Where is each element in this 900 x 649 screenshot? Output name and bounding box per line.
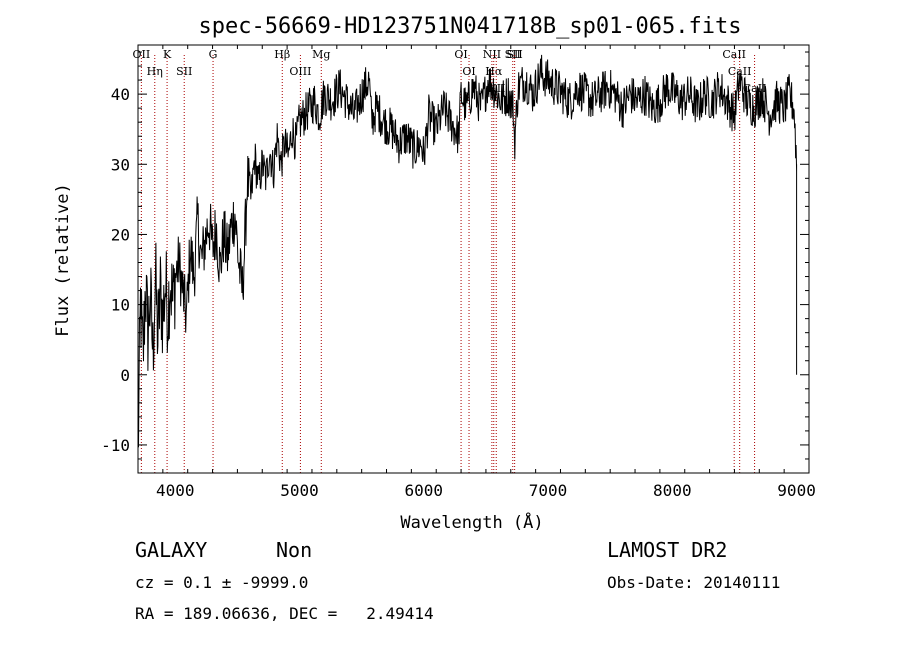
y-tick-label: 30	[111, 155, 130, 174]
line-marker-label: K	[163, 48, 172, 61]
y-axis-ticks: -10 0 10 20 30 40	[101, 51, 809, 474]
line-marker-label: NII	[483, 48, 501, 61]
x-tick-label: 4000	[156, 481, 195, 500]
line-marker-label: Mg	[312, 48, 330, 61]
line-marker-label: Hα	[485, 65, 503, 78]
y-tick-label: 20	[111, 225, 130, 244]
object-subclass: Non	[276, 538, 313, 562]
spectrum-curve-group	[137, 54, 798, 448]
line-marker-label: Hη	[147, 65, 163, 78]
line-marker-label: SII	[507, 48, 523, 61]
x-axis-ticks: 4000 5000 6000 7000 8000 9000	[137, 45, 816, 500]
object-class: GALAXY	[135, 538, 208, 562]
x-tick-label: 7000	[529, 481, 568, 500]
line-marker-label: SII	[505, 48, 521, 61]
y-tick-label: 0	[120, 366, 130, 385]
line-marker-label: CaII	[722, 48, 746, 61]
x-tick-label: 6000	[405, 481, 444, 500]
x-axis-label: Wavelength (Å)	[400, 511, 543, 533]
line-marker-label: OI	[462, 65, 475, 78]
x-tick-label: 5000	[280, 481, 319, 500]
line-marker-label: OI	[454, 48, 467, 61]
line-marker-label: SII	[176, 65, 192, 78]
chart-title: spec-56669-HD123751N041718B_sp01-065.fit…	[198, 14, 741, 39]
line-marker-label: OIII	[289, 65, 311, 78]
y-tick-label: 10	[111, 296, 130, 315]
y-axis-label: Flux (relative)	[53, 183, 73, 337]
redshift-text: cz = 0.1 ± -9999.0	[135, 573, 309, 592]
line-marker-label: Hβ	[274, 48, 290, 61]
y-tick-label: 40	[111, 85, 130, 104]
x-tick-label: 8000	[653, 481, 692, 500]
plot-frame	[137, 44, 810, 474]
spectrum-line	[137, 54, 798, 448]
line-marker-label: G	[209, 48, 218, 61]
y-tick-label: -10	[101, 436, 130, 455]
line-marker-label: CaII	[728, 65, 752, 78]
line-marker-label: OII	[132, 48, 150, 61]
x-tick-label: 9000	[777, 481, 816, 500]
survey-label: LAMOST DR2	[607, 538, 728, 562]
coordinates: RA = 189.06636, DEC = 2.49414	[135, 604, 434, 623]
obs-date: Obs-Date: 20140111	[607, 573, 781, 592]
